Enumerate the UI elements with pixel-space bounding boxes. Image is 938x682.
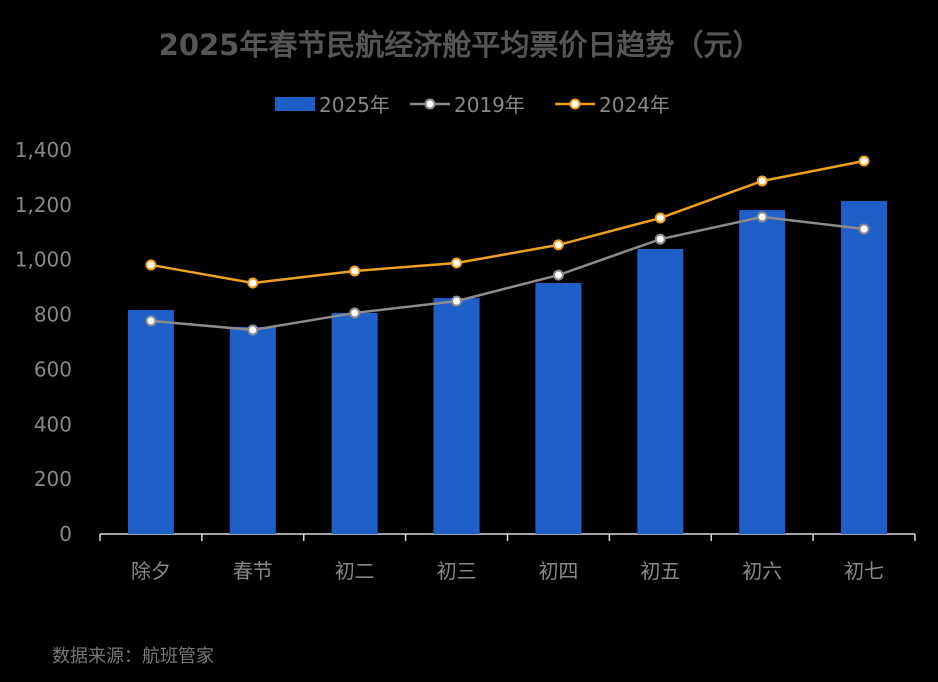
bar — [433, 298, 480, 534]
data-point — [349, 265, 361, 277]
y-tick-label: 200 — [34, 467, 72, 491]
x-tick-label: 初五 — [640, 559, 680, 583]
bar — [535, 283, 582, 534]
data-point — [145, 259, 157, 271]
legend: 2025年 2019年 2024年 — [275, 93, 670, 117]
data-point — [451, 295, 463, 307]
x-tick-label: 初七 — [844, 559, 884, 583]
x-axis: 除夕 春节 初二 初三 初四 初五 初六 初七 — [99, 533, 916, 583]
x-tick-label: 初四 — [538, 559, 578, 583]
y-tick-label: 0 — [59, 522, 72, 546]
x-tick-label: 初六 — [742, 559, 782, 583]
data-point — [349, 307, 361, 319]
data-point — [654, 212, 666, 224]
data-point — [654, 233, 666, 245]
bar — [127, 309, 174, 534]
x-tick-label: 除夕 — [131, 559, 171, 583]
x-tick-label: 初二 — [335, 559, 375, 583]
legend-label: 2019年 — [454, 93, 525, 117]
legend-label: 2025年 — [319, 93, 390, 117]
series-line — [150, 159, 865, 285]
y-tick-label: 1,400 — [15, 138, 72, 162]
legend-marker — [569, 98, 581, 110]
y-tick-label: 400 — [34, 412, 72, 436]
source-note: 数据来源：航班管家 — [52, 646, 214, 667]
bar — [841, 201, 888, 534]
y-axis: 0 200 400 600 800 1,000 1,200 1,400 — [15, 138, 72, 546]
bars — [127, 201, 888, 534]
data-point — [756, 211, 768, 223]
series-line — [150, 215, 865, 332]
data-point — [247, 277, 259, 289]
lines — [145, 155, 870, 336]
data-point — [552, 239, 564, 251]
data-point — [858, 155, 870, 167]
data-point — [145, 315, 157, 327]
y-tick-label: 1,000 — [15, 248, 72, 272]
y-tick-label: 800 — [34, 303, 72, 327]
legend-label: 2024年 — [599, 93, 670, 117]
bar — [331, 312, 378, 534]
bar — [229, 326, 276, 534]
data-point — [756, 175, 768, 187]
data-point — [858, 223, 870, 235]
data-point — [552, 269, 564, 281]
chart-title: 2025年春节民航经济舱平均票价日趋势（元） — [159, 28, 762, 62]
bar — [637, 249, 684, 534]
x-tick-label: 春节 — [233, 559, 273, 583]
data-point — [247, 324, 259, 336]
bar — [739, 210, 786, 534]
legend-swatch — [275, 97, 315, 111]
y-tick-label: 600 — [34, 357, 72, 381]
y-tick-label: 1,200 — [15, 193, 72, 217]
legend-marker — [424, 98, 436, 110]
x-tick-label: 初三 — [437, 559, 477, 583]
data-point — [451, 257, 463, 269]
